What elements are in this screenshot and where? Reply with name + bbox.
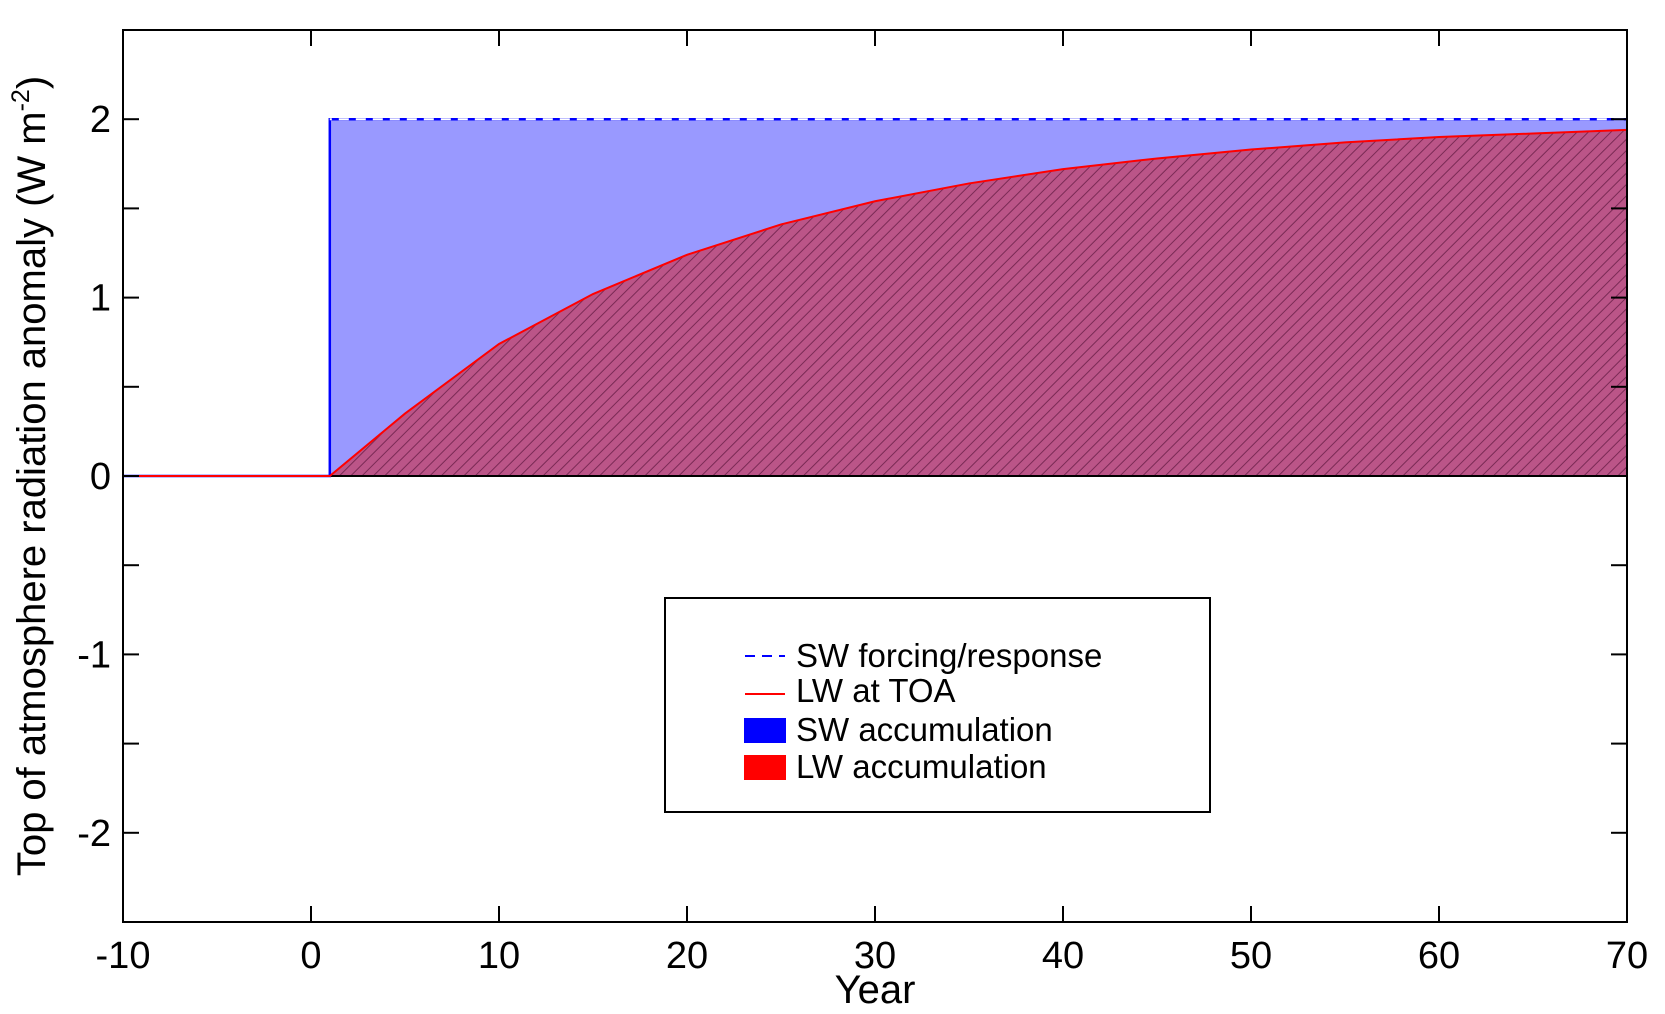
x-ticks: -10 0 10 20 30 40 50 60 70	[96, 30, 1648, 977]
legend-label-sw-accumulation: SW accumulation	[796, 711, 1053, 748]
plot-area	[329, 119, 1627, 477]
lw-accumulation-area	[329, 129, 1627, 477]
y-tick-label: 1	[90, 278, 111, 320]
legend: SW forcing/response LW at TOA SW accumul…	[664, 597, 1211, 813]
x-tick-label: 10	[478, 935, 520, 977]
legend-label-lw-toa: LW at TOA	[796, 672, 956, 709]
x-tick-label: 30	[854, 935, 896, 977]
x-tick-label: 70	[1606, 935, 1648, 977]
series-layer	[123, 117, 1627, 478]
y-tick-label: -1	[77, 634, 111, 676]
y-tick-label: 2	[90, 99, 111, 141]
legend-label-lw-accumulation: LW accumulation	[796, 748, 1047, 785]
x-tick-label: 60	[1418, 935, 1460, 977]
y-tick-label: 0	[90, 456, 111, 498]
legend-swatch-lw-accumulation	[744, 755, 786, 780]
legend-label-sw-forcing: SW forcing/response	[796, 637, 1102, 674]
y-axis-title: Top of atmosphere radiation anomaly (W m…	[7, 76, 54, 876]
y-axis-title-exponent: -2	[7, 89, 35, 111]
x-tick-label: 0	[300, 935, 321, 977]
x-tick-label: 40	[1042, 935, 1084, 977]
x-tick-label: 20	[666, 935, 708, 977]
y-axis-title-close: )	[10, 76, 54, 89]
x-tick-label: -10	[96, 935, 151, 977]
y-ticks: -2 -1 0 1 2	[77, 99, 1627, 855]
x-axis-title: Year	[835, 968, 916, 1012]
y-tick-label: -2	[77, 813, 111, 855]
legend-swatch-sw-accumulation	[744, 718, 786, 743]
x-tick-label: 50	[1230, 935, 1272, 977]
lw-toa-line	[123, 128, 1627, 477]
y-axis-title-main: Top of atmosphere radiation anomaly (W m	[10, 111, 54, 876]
